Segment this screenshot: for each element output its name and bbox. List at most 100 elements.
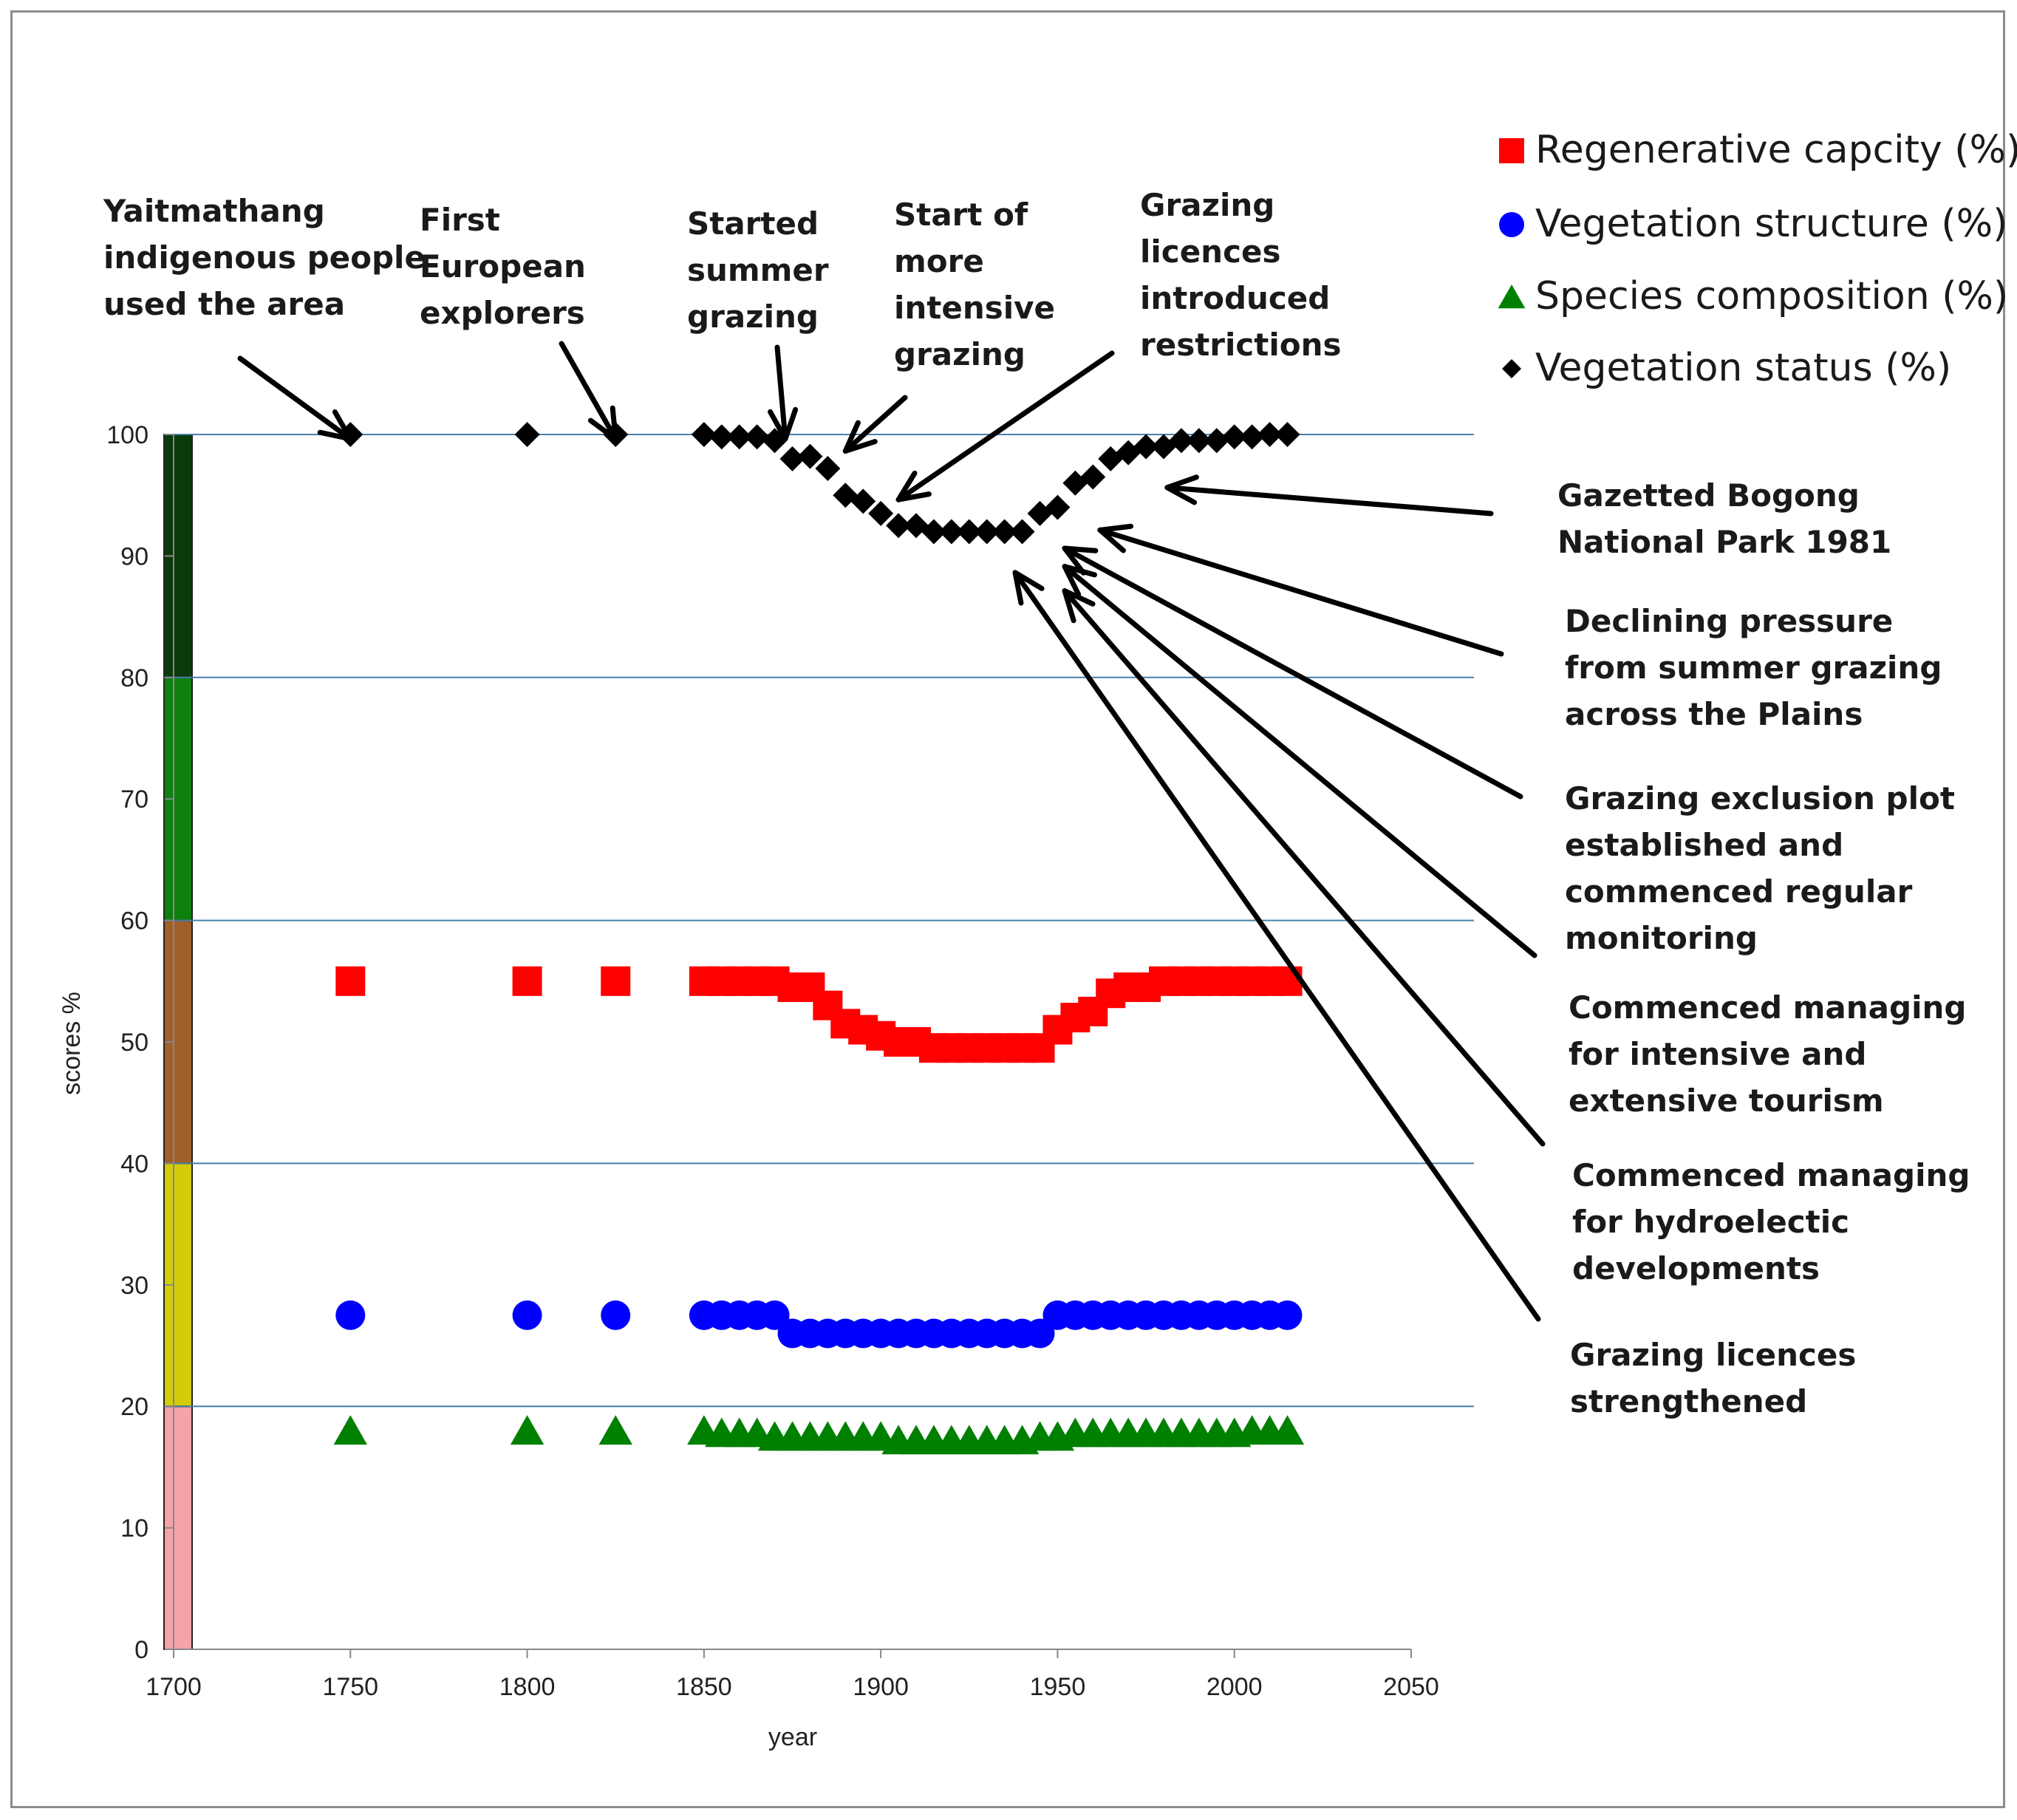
annotation-arrow (237, 355, 353, 442)
diamond-point (850, 488, 876, 514)
triangle-point (598, 1415, 632, 1445)
annotation-arrow-head (1012, 570, 1045, 606)
series-2 (333, 1415, 1305, 1455)
legend-label: Vegetation structure (%) (1535, 202, 2007, 246)
annotation-licences-strengthened: Grazing licences strengthened (1012, 570, 1856, 1419)
diamond-point (1186, 428, 1212, 454)
diamond-point (921, 519, 946, 545)
diamond-point (1045, 494, 1071, 520)
annotation-text: explorers (420, 295, 585, 331)
annotation-text: Commenced managing (1569, 989, 1966, 1026)
annotation-arrow (1062, 545, 1523, 800)
annotation-text: developments (1572, 1250, 1820, 1286)
gridlines (164, 434, 1474, 1408)
diamond-point (938, 519, 964, 545)
annotation-text: National Park 1981 (1557, 524, 1891, 560)
annotation-text: Started (687, 205, 819, 242)
annotation-arrow (1164, 485, 1494, 517)
diamond-point (1204, 428, 1229, 454)
circle-point (1272, 1300, 1303, 1330)
annotation-text: commenced regular (1565, 873, 1913, 910)
annotation-text: licences (1140, 234, 1280, 270)
legend: Regenerative capcity (%) Vegetation struc… (1498, 128, 2017, 390)
annotation-text: across the Plains (1565, 696, 1863, 732)
diamond-point (709, 424, 734, 450)
annotation-arrow-head (842, 420, 878, 454)
annotation-text: intensive (894, 290, 1055, 326)
annotation-text: for hydroelectic (1572, 1204, 1849, 1240)
y-tick-label: 10 (120, 1515, 149, 1543)
x-tick-label: 1700 (146, 1673, 202, 1701)
annotation-arrow (1097, 527, 1504, 657)
x-tick-label: 1850 (676, 1673, 732, 1701)
triangle-point (510, 1415, 545, 1445)
annotation-arrow-head (1097, 523, 1134, 553)
legend-marker (1498, 284, 1526, 309)
annotation-text: Grazing (1140, 187, 1274, 223)
y-axis-title: scores % (58, 992, 86, 1095)
annotation-arrow (1062, 564, 1538, 958)
annotation-intensive-grazing: Start of more intensive grazing (842, 197, 1055, 454)
annotation-tourism: Commenced managing for intensive and exten… (1062, 564, 1966, 1119)
y-tick-label: 90 (120, 542, 149, 570)
x-tick-label: 1900 (853, 1673, 909, 1701)
annotation-grazing-licences-introduced: Grazing licences introduced restrictions (895, 187, 1342, 502)
annotation-text: European (420, 248, 586, 284)
annotation-text: used the area (103, 286, 345, 322)
annotation-text: indigenous people (103, 239, 426, 276)
diamond-point (886, 513, 912, 539)
legend-label: Vegetation status (%) (1535, 346, 1951, 390)
x-tick-label: 2050 (1383, 1673, 1439, 1701)
triangle-point (1270, 1415, 1305, 1445)
annotation-arrow-head (317, 409, 353, 442)
square-point (335, 966, 366, 996)
series-1 (335, 1300, 1303, 1349)
annotation-text: strengthened (1570, 1383, 1807, 1419)
annotation-arrow-head (895, 470, 932, 502)
annotation-text: Grazing licences (1570, 1337, 1856, 1373)
x-tick-label: 1750 (322, 1673, 378, 1701)
annotation-text: grazing (687, 299, 819, 335)
annotation-declining-pressure: Declining pressure from summer grazing acr… (1097, 523, 1942, 732)
annotation-arrow-head (1062, 588, 1096, 624)
x-tick-label: 1950 (1030, 1673, 1086, 1701)
annotation-arrow-head (587, 405, 618, 442)
annotation-text: extensive tourism (1569, 1083, 1884, 1119)
diamond-point (1168, 428, 1194, 454)
annotation-text: established and (1565, 827, 1843, 863)
diamond-point (1009, 519, 1035, 545)
diamond-point (691, 422, 717, 447)
diamond-point (797, 443, 823, 469)
diamond-point (1257, 422, 1283, 447)
circle-point (512, 1300, 542, 1330)
annotation-gazetted-bogong: Gazetted Bogong National Park 1981 (1164, 474, 1891, 560)
y-tick-label: 40 (120, 1150, 149, 1178)
annotation-arrow-head (1062, 564, 1097, 597)
annotation-arrow (559, 341, 618, 442)
annotation-first-european: First European explorers (420, 202, 618, 442)
annotation-arrow-head (1164, 474, 1199, 505)
annotation-text: Yaitmathang (103, 193, 325, 229)
diamond-point (815, 456, 841, 482)
annotation-text: Grazing exclusion plot (1565, 780, 1955, 817)
annotation-hydroelectric: Commenced managing for hydroelectic develo… (1062, 588, 1970, 1286)
annotation-text: more (894, 243, 984, 279)
figure-frame (10, 10, 2005, 1808)
circle-point (760, 1300, 790, 1330)
data-marks (333, 422, 1305, 1455)
legend-item-0: Regenerative capcity (%) (1499, 128, 2017, 172)
annotation-arrow-head (768, 406, 799, 442)
annotation-text: for intensive and (1569, 1036, 1866, 1072)
legend-item-2: Species composition (%) (1498, 274, 2008, 318)
y-tick-label: 30 (120, 1272, 149, 1300)
annotation-text: from summer grazing (1565, 650, 1942, 686)
axes: 0 10 20 30 40 50 60 70 80 90 100 1700 1750 1800 1850 19… (58, 421, 1439, 1751)
annotation-grazing-exclusion: Grazing exclusion plot established and com… (1062, 545, 1955, 956)
diamond-point (1080, 464, 1106, 490)
square-point (1272, 966, 1303, 996)
legend-label: Species composition (%) (1535, 274, 2008, 318)
diamond-point (744, 424, 770, 450)
x-axis-title: year (768, 1723, 817, 1751)
annotation-arrow (1012, 570, 1541, 1322)
